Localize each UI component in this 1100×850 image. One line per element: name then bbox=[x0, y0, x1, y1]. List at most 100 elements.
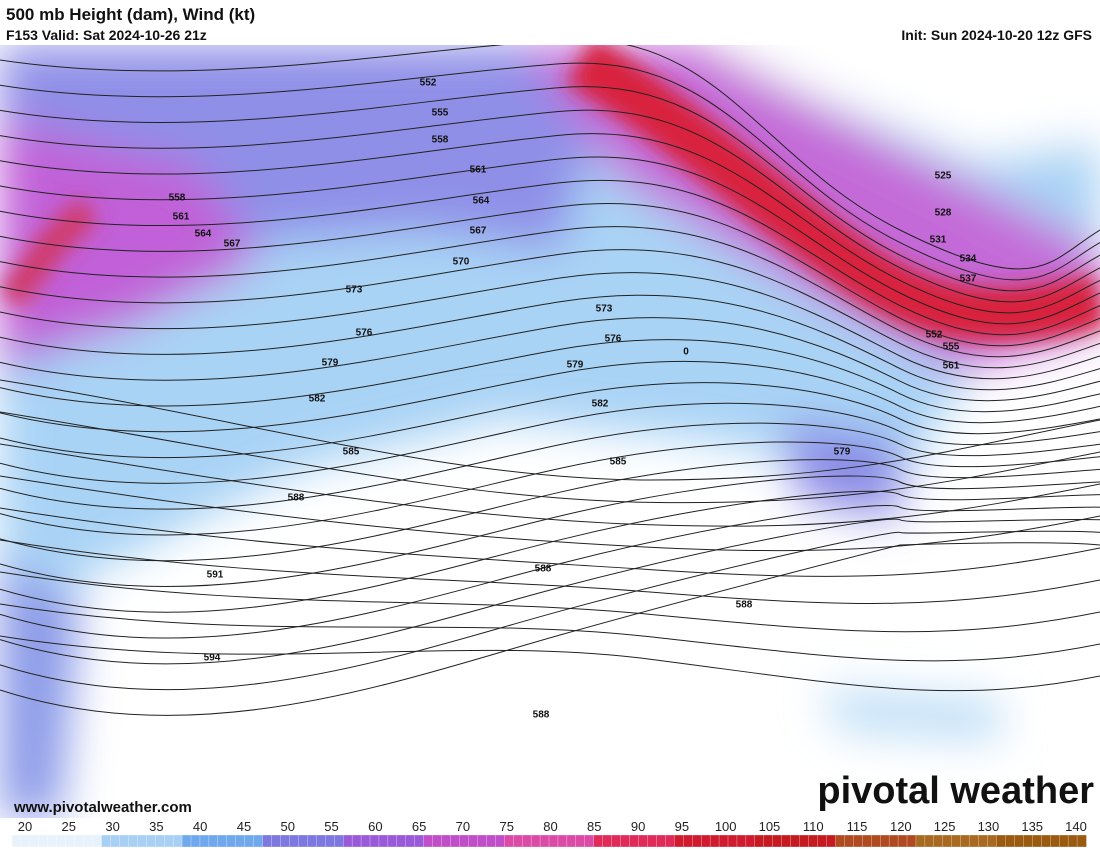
colorbar-swatch bbox=[450, 834, 461, 848]
colorbar-swatch bbox=[584, 834, 595, 848]
height-contour bbox=[0, 411, 1100, 504]
contour-label: 552 bbox=[420, 78, 437, 89]
contour-label: 558 bbox=[169, 193, 186, 204]
colorbar-swatch bbox=[351, 834, 362, 848]
colorbar-swatch bbox=[530, 834, 541, 848]
colorbar-tick-label: 85 bbox=[587, 819, 601, 834]
colorbar-swatch bbox=[1014, 834, 1025, 848]
colorbar-swatch bbox=[74, 834, 85, 848]
contour-label: 591 bbox=[207, 570, 224, 581]
colorbar-swatch bbox=[942, 834, 953, 848]
colorbar-swatch bbox=[513, 834, 523, 848]
height-contour bbox=[0, 272, 1100, 380]
colorbar-swatch bbox=[727, 834, 738, 848]
colorbar-swatch bbox=[566, 834, 577, 848]
contour-label: 537 bbox=[960, 274, 977, 285]
colorbar-swatch bbox=[701, 834, 711, 848]
colorbar-swatch bbox=[369, 834, 380, 848]
contour-label: 579 bbox=[322, 358, 339, 369]
colorbar-swatch bbox=[888, 834, 899, 848]
colorbar-swatch bbox=[262, 834, 273, 848]
colorbar-swatch bbox=[101, 834, 112, 848]
height-contour bbox=[0, 542, 1100, 716]
contour-label: 528 bbox=[935, 208, 952, 219]
colorbar-swatch bbox=[718, 834, 729, 848]
colorbar-swatch bbox=[468, 834, 479, 848]
colorbar-swatch bbox=[647, 834, 658, 848]
contour-label: 534 bbox=[960, 254, 977, 265]
colorbar-swatch bbox=[414, 834, 425, 848]
url: www.pivotalweather.com bbox=[13, 799, 192, 816]
colorbar-tick-label: 80 bbox=[543, 819, 557, 834]
colorbar-swatch bbox=[235, 834, 246, 848]
colorbar-swatch bbox=[880, 834, 890, 848]
height-contour bbox=[0, 530, 1100, 691]
colorbar-swatch bbox=[754, 834, 765, 848]
colorbar-swatch bbox=[557, 834, 568, 848]
colorbar-tick-label: 105 bbox=[759, 819, 781, 834]
colorbar-swatch bbox=[602, 834, 613, 848]
height-contour bbox=[0, 156, 1100, 325]
colorbar-swatch bbox=[119, 834, 130, 848]
contour-label: 582 bbox=[592, 399, 609, 410]
colorbar-tick-label: 140 bbox=[1065, 819, 1087, 834]
contour-label: 576 bbox=[605, 334, 622, 345]
colorbar-swatch bbox=[1050, 834, 1060, 848]
colorbar-swatch bbox=[745, 834, 756, 848]
colorbar-swatch bbox=[1041, 834, 1051, 848]
colorbar-swatch bbox=[906, 834, 917, 848]
colorbar-swatch bbox=[208, 834, 219, 848]
colorbar-swatch bbox=[83, 834, 94, 848]
colorbar-tick-label: 25 bbox=[62, 819, 76, 834]
colorbar-swatch bbox=[709, 834, 720, 848]
colorbar-swatch bbox=[817, 834, 828, 848]
colorbar-swatch bbox=[56, 834, 67, 848]
colorbar-swatch bbox=[199, 834, 210, 848]
contour-label: 588 bbox=[288, 493, 305, 504]
colorbar-tick-label: 30 bbox=[105, 819, 119, 834]
colorbar-swatch bbox=[20, 834, 31, 848]
contour-label: 579 bbox=[567, 360, 584, 371]
colorbar-swatch bbox=[772, 834, 783, 848]
colorbar-swatch bbox=[960, 834, 971, 848]
height-contour bbox=[0, 226, 1100, 358]
colorbar-tick-label: 50 bbox=[281, 819, 295, 834]
colorbar-swatch bbox=[593, 834, 604, 848]
height-contour bbox=[0, 490, 1100, 613]
height-contour bbox=[0, 603, 1100, 662]
colorbar-swatch bbox=[871, 834, 881, 848]
colorbar-swatch bbox=[459, 834, 470, 848]
height-contour bbox=[0, 459, 1100, 562]
contour-label: 561 bbox=[943, 361, 960, 372]
colorbar-swatch bbox=[477, 834, 487, 848]
colorbar-swatch bbox=[253, 834, 264, 848]
colorbar-swatch bbox=[163, 834, 174, 848]
brand: pivotal weather bbox=[817, 770, 1094, 812]
colorbar-swatch bbox=[548, 834, 559, 848]
height-contour bbox=[0, 360, 1100, 433]
colorbar-tick-label: 45 bbox=[237, 819, 251, 834]
colorbar-tick-label: 135 bbox=[1021, 819, 1043, 834]
height-contour bbox=[0, 475, 1100, 588]
colorbar-swatch bbox=[951, 834, 962, 848]
height-contour bbox=[0, 179, 1100, 336]
colorbar-swatch bbox=[128, 834, 138, 848]
contour-label: 585 bbox=[343, 447, 360, 458]
colorbar-swatch bbox=[1067, 834, 1078, 848]
colorbar-swatch bbox=[611, 834, 622, 848]
colorbar-tick-label: 60 bbox=[368, 819, 382, 834]
colorbar-swatch bbox=[835, 834, 846, 848]
colorbar-swatch bbox=[897, 834, 908, 848]
colorbar-tick-label: 120 bbox=[890, 819, 912, 834]
colorbar-swatch bbox=[172, 834, 183, 848]
colorbar-tick-label: 100 bbox=[715, 819, 737, 834]
contour-label: 585 bbox=[610, 457, 627, 468]
colorbar-swatch bbox=[307, 834, 317, 848]
colorbar-swatch bbox=[933, 834, 944, 848]
colorbar: 20 25 30 35 40 45 50 55 60 65 70 75 80 85 90 95 100 105 11… bbox=[11, 819, 1087, 848]
height-contour bbox=[0, 317, 1100, 402]
colorbar-swatch bbox=[674, 834, 684, 848]
colorbar-swatch bbox=[638, 834, 649, 848]
contour-label: 573 bbox=[346, 285, 363, 296]
